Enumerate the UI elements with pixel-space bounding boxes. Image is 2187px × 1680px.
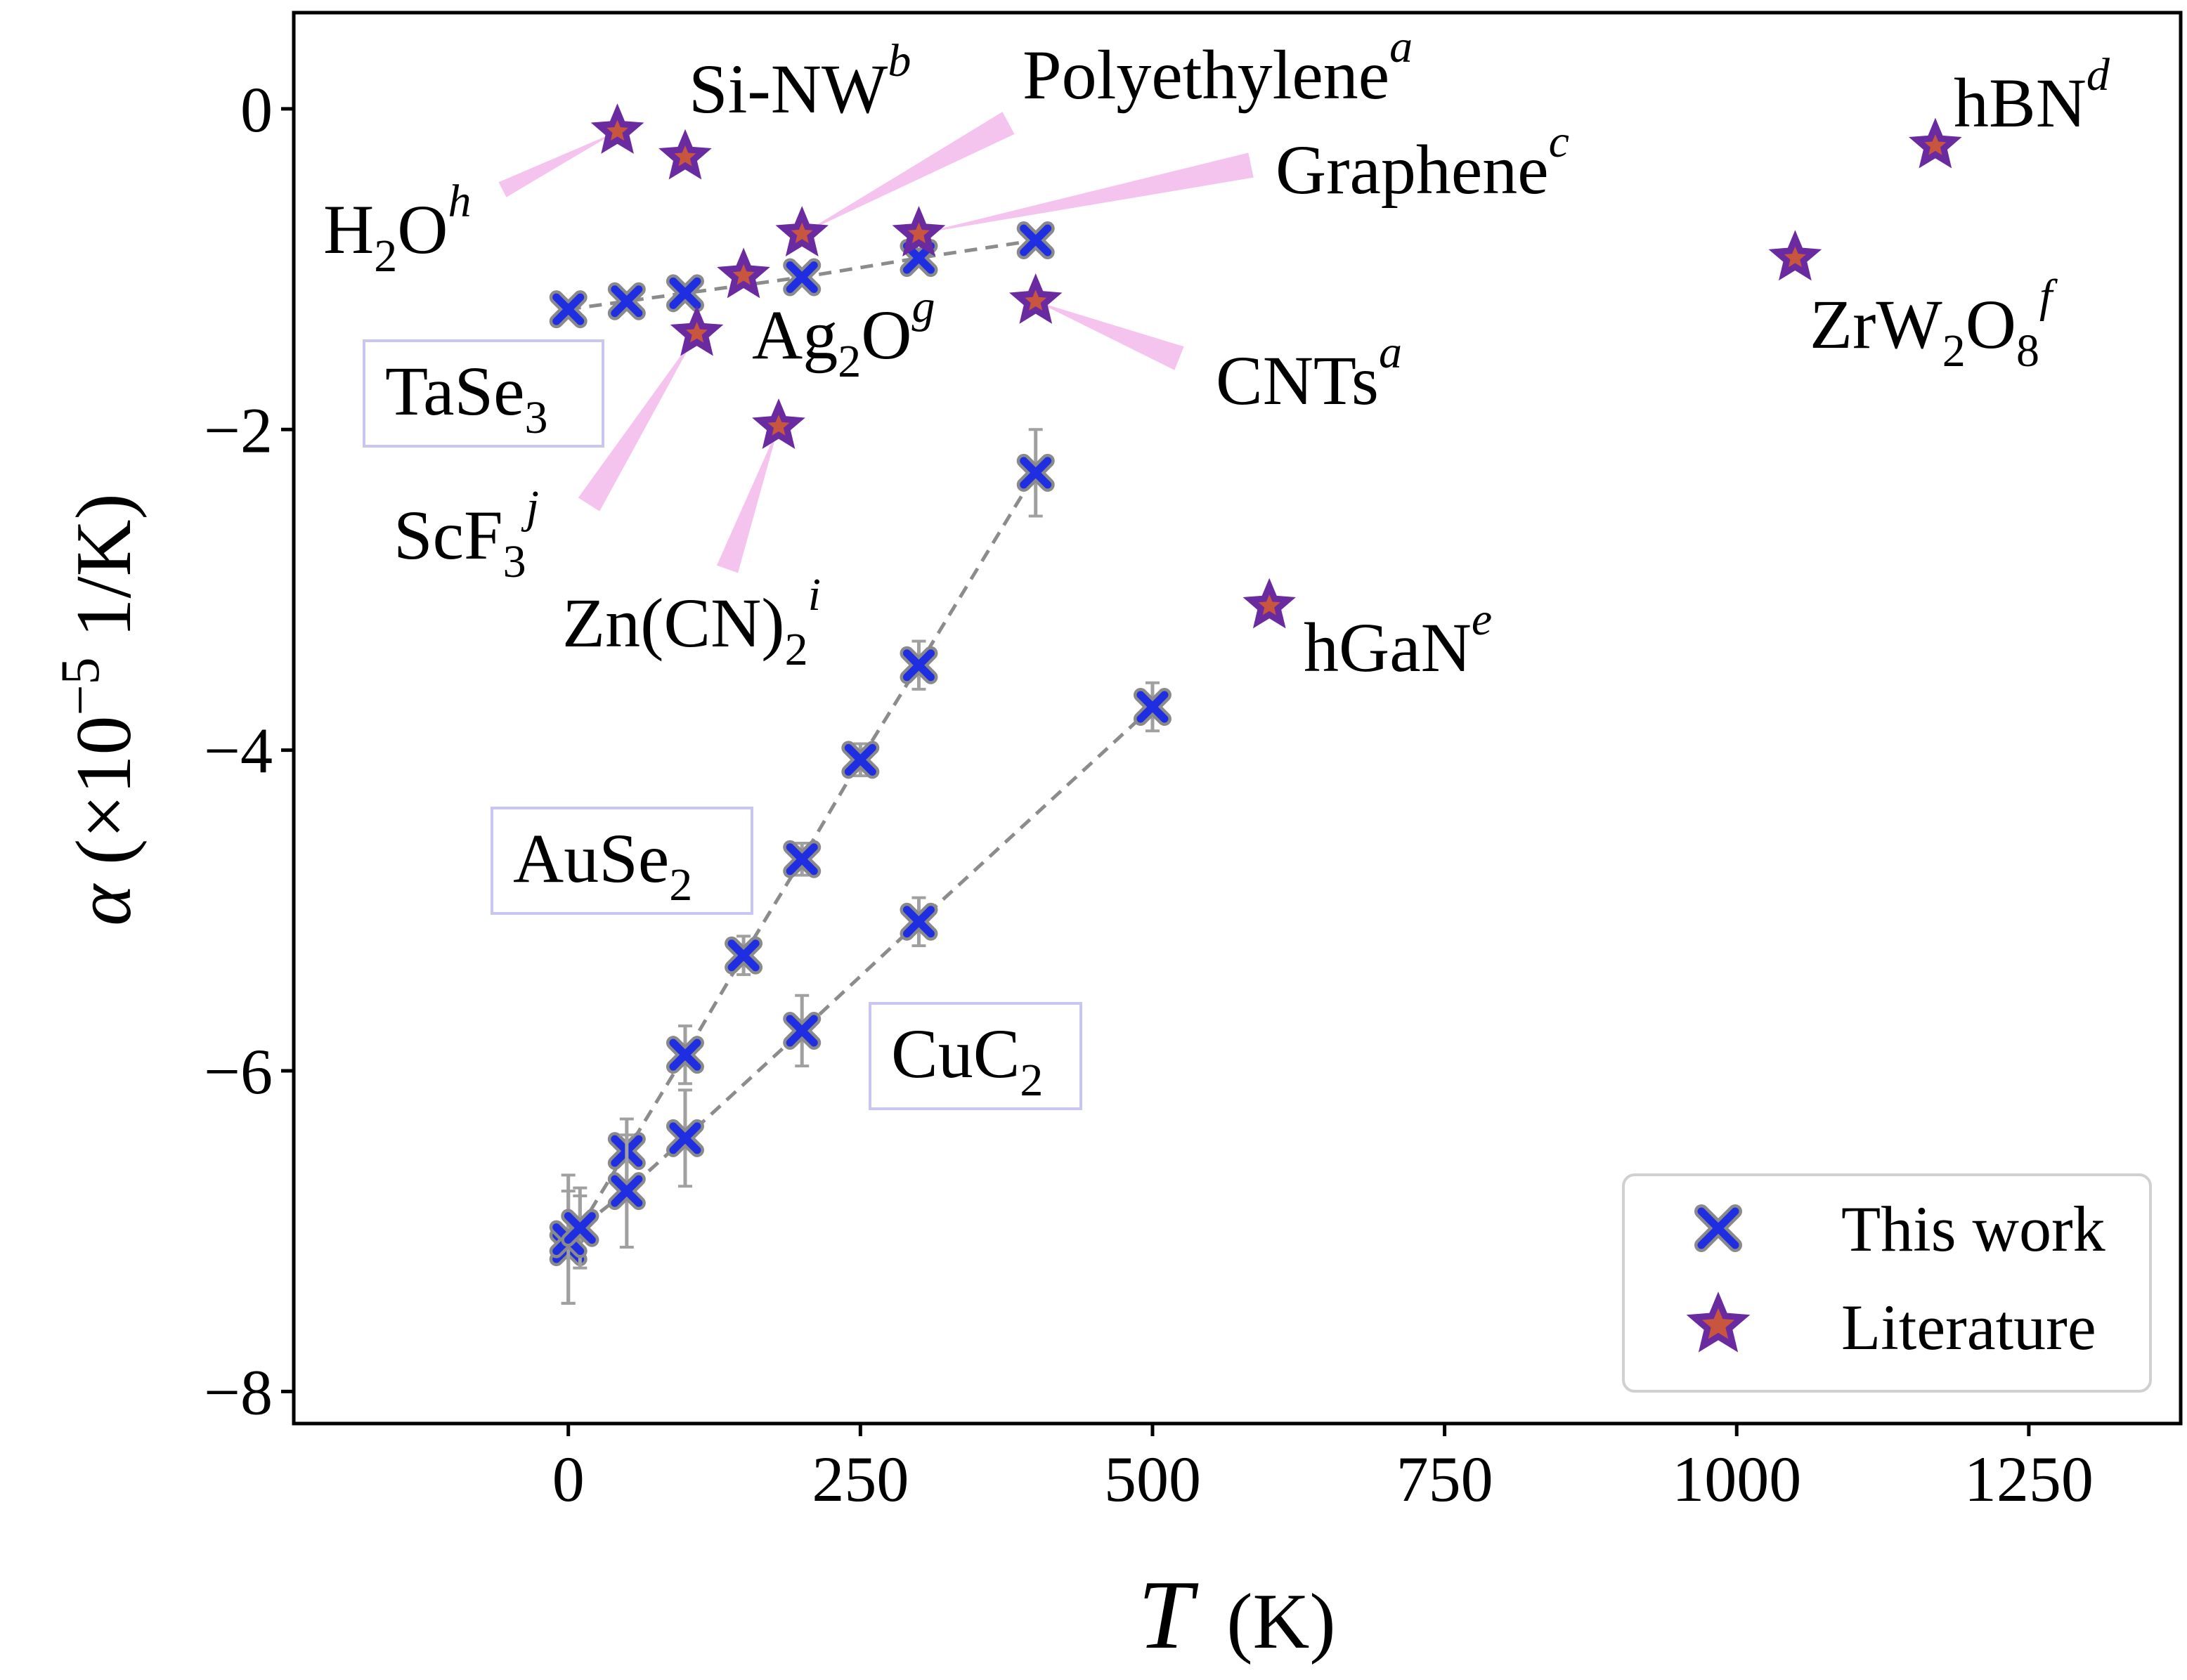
literature-layer [590,103,1962,629]
literature-label-10: ZrW2O8f [1810,271,2058,377]
series-label-text-AuSe2: AuSe2 [513,819,692,911]
point-CuC2-3 [666,1119,704,1157]
series-label-box-TaSe3 [363,339,604,448]
literature-label-5: ScF3j [394,481,539,587]
legend-label-literature: Literature [1841,1291,2096,1363]
series-label-TaSe3: TaSe3 [363,339,604,448]
literature-label-3: Graphenec [1276,116,1569,209]
point-AuSe2-7 [900,646,938,684]
callout-cnts [1035,301,1184,370]
point-TaSe3-2 [666,274,704,313]
literature-point-5 [670,305,724,356]
point-AuSe2-3 [666,1036,704,1074]
x-tick-label-4: 1000 [1672,1443,1801,1515]
series-label-AuSe2: AuSe2 [491,807,753,915]
series-label-box-CuC2 [869,1002,1082,1110]
callout-h2o [498,131,618,197]
point-TaSe3-5 [1016,221,1055,260]
literature-label-11: hBNd [1954,49,2110,142]
point-CuC2-4 [783,1011,822,1050]
legend-box [1622,1173,2152,1393]
callout-zncn2 [716,426,779,573]
point-AuSe2-6 [841,741,880,779]
literature-label-0: H2Oh [323,176,471,282]
literature-point-7 [752,398,805,449]
literature-point-3 [892,206,946,256]
y-tick-label-0: 0 [240,74,273,145]
series-TaSe3 [549,221,1055,329]
series-layer [549,221,1172,1305]
literature-point-2 [775,206,829,256]
point-CuC2-6 [1133,688,1172,727]
series-label-box-AuSe2 [491,807,753,915]
x-tick-label-0: 0 [552,1443,585,1515]
series-CuC2 [549,681,1172,1305]
x-tick-label-1: 250 [812,1443,909,1515]
point-AuSe2-8 [1016,453,1055,492]
y-axis-title: α (×10−5 1/K) [49,493,148,926]
x-axis-title: T (K) [1138,1561,1335,1669]
y-tick-label-1: −2 [204,394,273,466]
literature-point-1 [658,129,712,180]
point-AuSe2-5 [783,840,822,878]
plot-frame [292,11,2183,1426]
series-line-CuC2 [566,705,1154,1241]
point-CuC2-5 [900,902,938,941]
point-CuC2-2 [607,1172,646,1211]
legend-x-marker [1694,1204,1742,1252]
literature-label-2: Polyethylenea [1023,21,1413,114]
literature-label-8: CNTsa [1216,327,1402,419]
legend: This work Literature [1622,1173,2152,1393]
literature-label-7: Zn(CN)2i [562,569,821,675]
x-tick-label-3: 750 [1396,1443,1493,1515]
literature-point-8 [1008,273,1063,324]
legend-marker-literature [1686,1291,1751,1353]
callout-polyethylene [802,112,1015,234]
point-TaSe3-3 [783,258,822,297]
point-TaSe3-0 [549,290,588,329]
literature-label-6: Ag2Og [752,281,935,387]
y-tick-label-3: −6 [204,1036,273,1107]
series-label-CuC2: CuC2 [869,1002,1082,1110]
literature-point-9 [1242,578,1296,629]
y-axis: 0 −2 −4 −6 −8 [204,74,294,1428]
legend-star-marker [1686,1291,1751,1353]
series-label-text-TaSe3: TaSe3 [385,352,548,443]
legend-marker-this-work [1694,1204,1742,1252]
x-tick-label-2: 500 [1104,1443,1201,1515]
y-tick-label-4: −8 [204,1356,273,1428]
callout-graphene [919,152,1254,234]
point-AuSe2-4 [725,936,763,975]
x-axis: 0 250 500 750 1000 1250 [552,1424,2094,1515]
callout-scf3 [578,333,697,512]
point-CuC2-1 [561,1209,599,1247]
y-tick-label-2: −4 [204,715,273,787]
series-label-text-CuC2: CuC2 [891,1015,1043,1106]
literature-point-0 [590,103,644,154]
literature-point-4 [717,247,770,299]
x-tick-label-5: 1250 [1964,1443,2094,1515]
legend-label-this-work: This work [1841,1193,2105,1265]
literature-point-10 [1768,230,1822,281]
literature-label-1: Si-NWb [689,35,911,128]
callout-wedges [498,112,1254,573]
literature-point-11 [1909,117,1962,169]
point-TaSe3-1 [607,282,646,320]
literature-label-9: hGaNe [1304,594,1492,686]
